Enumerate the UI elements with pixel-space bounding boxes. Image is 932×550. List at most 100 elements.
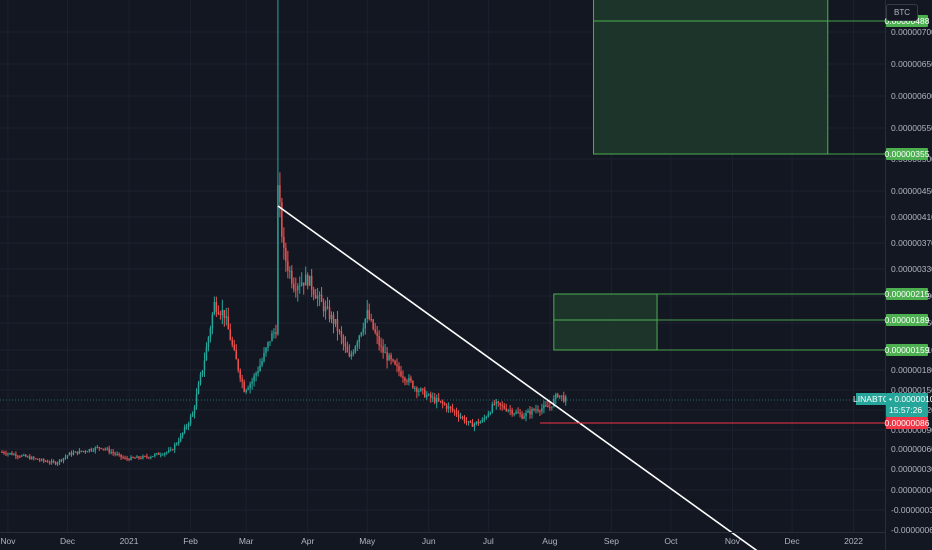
candle-body — [36, 458, 39, 460]
candle-body — [441, 401, 444, 404]
time-tick-label: Dec — [784, 536, 800, 546]
candle-body — [477, 421, 480, 424]
candle-body — [66, 455, 69, 457]
time-tick-label: Mar — [239, 536, 254, 546]
time-axis[interactable]: Nov Dec 2021 Feb Mar Apr May Jun Jul Aug Sep Oct Nov… — [0, 536, 863, 546]
candle-body — [134, 457, 136, 459]
time-tick-label: 2022 — [844, 536, 863, 546]
candle-body — [193, 407, 196, 414]
candle-body — [158, 453, 160, 455]
upper-target-zone — [593, 0, 829, 155]
candle-body — [80, 450, 83, 452]
candle-body — [420, 388, 422, 391]
price-tick-label: 0.00000600 — [891, 91, 932, 101]
candle-body — [205, 346, 208, 361]
candle-body — [104, 448, 106, 450]
target-price-tag — [886, 314, 928, 326]
candle-body — [124, 457, 126, 459]
candle-body — [564, 396, 567, 402]
candle-body — [150, 456, 152, 458]
candle-body — [94, 447, 97, 451]
candle-body — [96, 447, 99, 449]
candle-body — [142, 456, 144, 459]
price-tick-label: 0.00000450 — [891, 186, 932, 196]
symbol-label: LINABTC — [853, 394, 889, 404]
candle-body — [46, 461, 49, 463]
candle-body — [295, 289, 297, 291]
candle-body — [394, 360, 396, 365]
candle-body — [7, 453, 9, 455]
candle-body — [549, 407, 551, 409]
candle-body — [388, 354, 390, 361]
candle-body — [302, 282, 305, 286]
candle-body — [463, 417, 466, 422]
candle-body — [435, 398, 438, 403]
candle-body — [412, 381, 414, 388]
candle-body — [146, 456, 148, 458]
candle-body — [106, 448, 108, 450]
candle-body — [547, 405, 549, 408]
candle-body — [489, 412, 492, 414]
candle-body — [177, 441, 180, 444]
candle-body — [273, 332, 275, 334]
candle-body — [120, 454, 122, 458]
candle-body — [380, 345, 382, 347]
candle-body — [513, 413, 515, 415]
candle-body — [154, 454, 156, 457]
candle-body — [257, 371, 259, 374]
candle-body — [187, 423, 190, 427]
candle-body — [503, 405, 505, 409]
candle-body — [366, 310, 368, 319]
candle-body — [521, 414, 523, 419]
candle-body — [493, 404, 496, 406]
candle-body — [485, 416, 488, 418]
candle-body — [487, 413, 490, 417]
target-price-tag-label: 0.00000159 — [885, 345, 930, 355]
candle-body — [217, 312, 220, 314]
price-tick-label: -0.00000060 — [891, 525, 932, 535]
candle-body — [128, 458, 130, 460]
candle-body — [473, 423, 476, 427]
candle-body — [112, 452, 114, 454]
candle-body — [185, 426, 188, 428]
candle-body — [410, 377, 412, 382]
candle-body — [459, 416, 462, 418]
candle-body — [543, 405, 545, 409]
candle-body — [68, 452, 71, 456]
candle-body — [386, 352, 388, 361]
candle-body — [467, 421, 470, 423]
candle-body — [13, 454, 15, 456]
currency-badge[interactable]: BTC — [886, 4, 918, 21]
candle-body — [531, 409, 533, 415]
candle-body — [3, 452, 5, 454]
candle-body — [62, 458, 65, 461]
candle-body — [72, 452, 75, 455]
candle-body — [110, 452, 112, 454]
candle-body — [529, 410, 531, 415]
candle-body — [340, 331, 343, 337]
candle-body — [271, 333, 273, 342]
candle-body — [511, 409, 513, 414]
candle-body — [122, 457, 124, 459]
target-price-tag — [886, 148, 928, 160]
candle-body — [243, 381, 245, 392]
candle-body — [48, 462, 51, 464]
candle-body — [144, 456, 146, 458]
price-tick-label: 0.00000180 — [891, 365, 932, 375]
candle-body — [416, 387, 418, 393]
candle-body — [299, 285, 301, 287]
candle-body — [293, 283, 295, 290]
candle-body — [358, 335, 361, 343]
candle-body — [539, 410, 541, 412]
candle-body — [160, 454, 162, 456]
target-zones — [553, 0, 885, 351]
candle-body — [9, 453, 11, 455]
candle-body — [344, 343, 347, 347]
candle-body — [314, 294, 317, 299]
candle-body — [501, 405, 503, 407]
candle-body — [281, 202, 283, 237]
candle-body — [183, 427, 186, 433]
candle-body — [374, 329, 376, 333]
candle-body — [78, 450, 81, 454]
